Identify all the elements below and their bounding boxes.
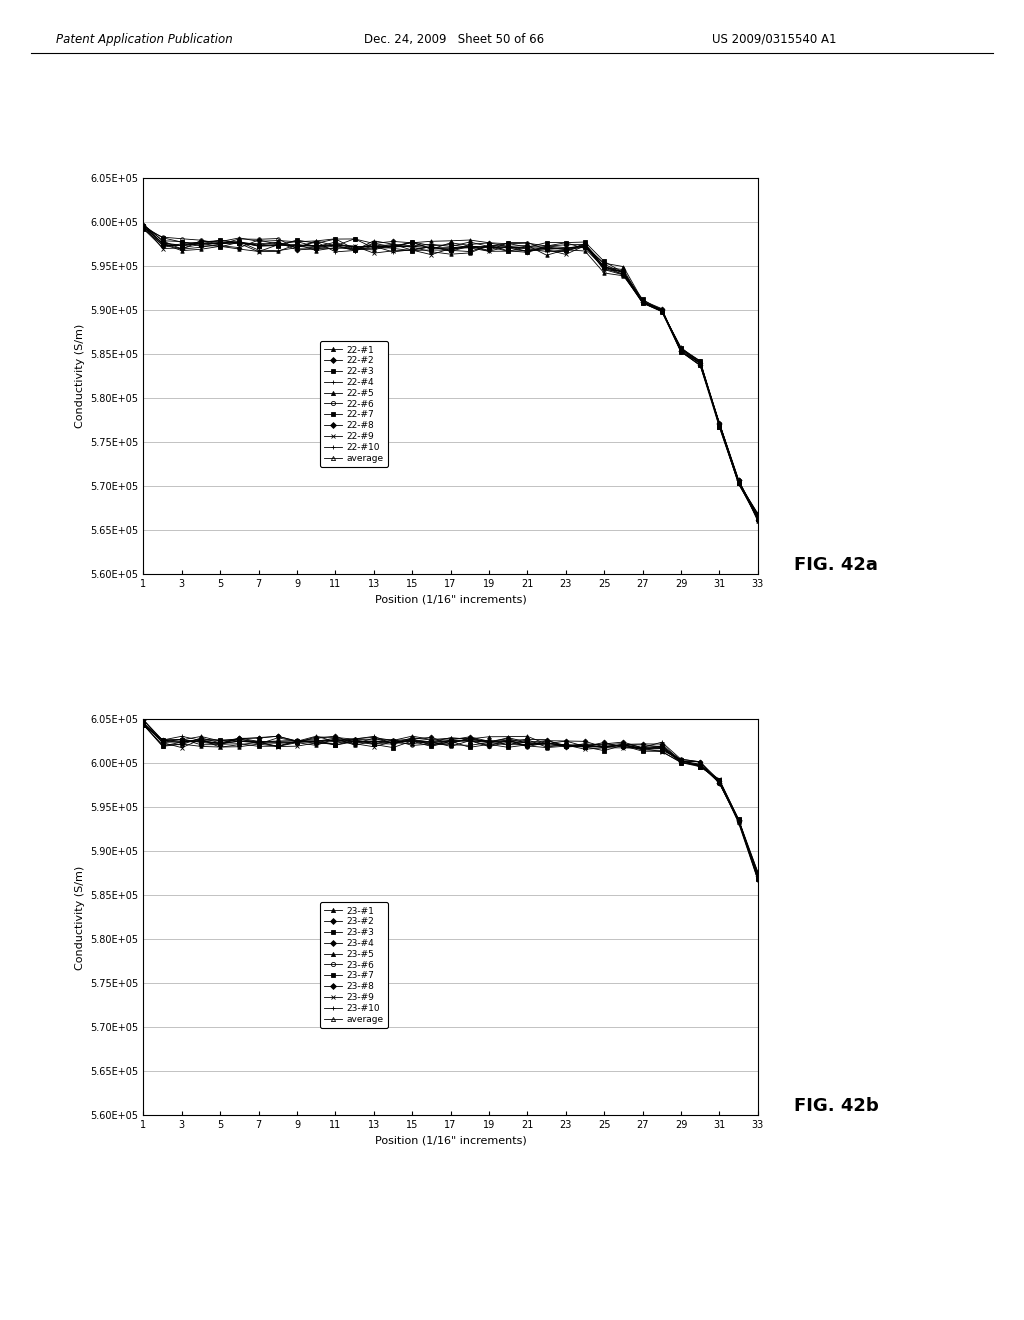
Text: FIG. 42b: FIG. 42b [794, 1097, 879, 1115]
Text: FIG. 42a: FIG. 42a [794, 556, 878, 574]
Y-axis label: Conductivity (S/m): Conductivity (S/m) [75, 325, 85, 428]
Text: US 2009/0315540 A1: US 2009/0315540 A1 [712, 33, 837, 46]
Y-axis label: Conductivity (S/m): Conductivity (S/m) [75, 866, 85, 969]
Text: Patent Application Publication: Patent Application Publication [56, 33, 233, 46]
Legend: 23-#1, 23-#2, 23-#3, 23-#4, 23-#5, 23-#6, 23-#7, 23-#8, 23-#9, 23-#10, average: 23-#1, 23-#2, 23-#3, 23-#4, 23-#5, 23-#6… [319, 902, 388, 1028]
X-axis label: Position (1/16" increments): Position (1/16" increments) [375, 1135, 526, 1146]
Legend: 22-#1, 22-#2, 22-#3, 22-#4, 22-#5, 22-#6, 22-#7, 22-#8, 22-#9, 22-#10, average: 22-#1, 22-#2, 22-#3, 22-#4, 22-#5, 22-#6… [319, 341, 388, 467]
X-axis label: Position (1/16" increments): Position (1/16" increments) [375, 594, 526, 605]
Text: Dec. 24, 2009   Sheet 50 of 66: Dec. 24, 2009 Sheet 50 of 66 [364, 33, 544, 46]
